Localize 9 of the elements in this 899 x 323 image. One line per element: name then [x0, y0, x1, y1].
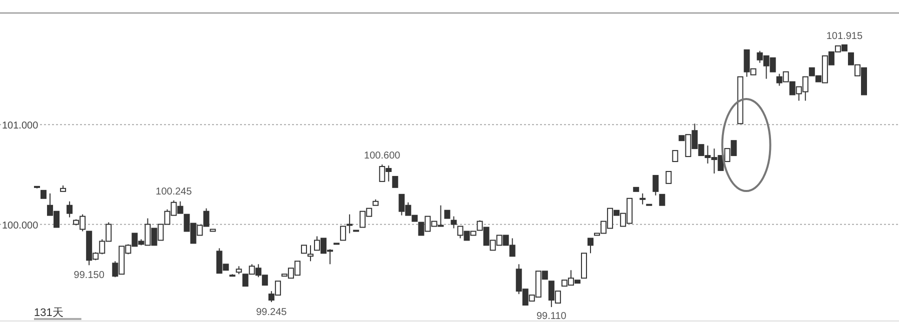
annotation: 99.110 [536, 311, 567, 322]
annotation: 101.915 [826, 30, 863, 42]
y-tick-label: 101.000 [2, 120, 39, 132]
annotation: 99.150 [74, 270, 105, 282]
annotation: 100.245 [156, 186, 192, 198]
annotation: 99.245 [256, 307, 288, 318]
y-tick-label: 100.000 [2, 220, 39, 232]
annotation: 131天 [34, 307, 64, 319]
annotation: 100.600 [364, 150, 401, 162]
